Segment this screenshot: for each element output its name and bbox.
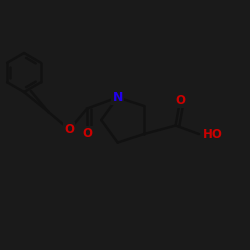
Text: O: O [175, 94, 185, 108]
Text: O: O [82, 127, 92, 140]
Text: O: O [64, 123, 74, 136]
Text: N: N [112, 91, 123, 104]
Text: HO: HO [203, 128, 223, 140]
